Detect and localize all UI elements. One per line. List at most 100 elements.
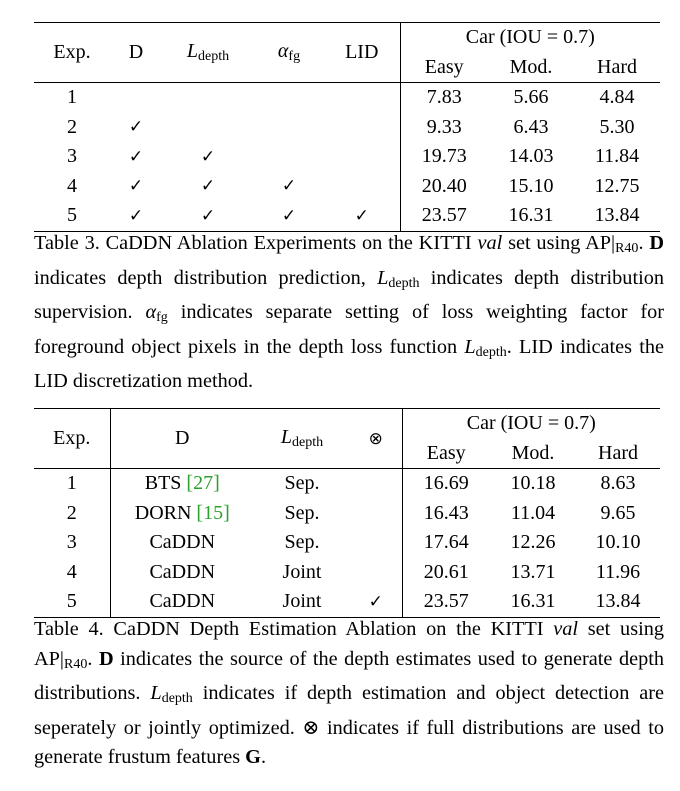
cell-easy: 20.40 bbox=[421, 174, 467, 197]
cell-mod: 16.31 bbox=[488, 201, 574, 232]
col-header-mod: Mod. bbox=[490, 438, 576, 469]
cell-hard: 9.65 bbox=[600, 501, 636, 524]
cell-mod: 6.43 bbox=[513, 115, 549, 138]
col-header-d: D bbox=[110, 408, 254, 469]
cell-ldepth bbox=[162, 83, 254, 113]
cell-exp: 5 bbox=[34, 587, 111, 618]
citation-link[interactable]: [27] bbox=[186, 472, 220, 495]
col-header-ldepth: Ldepth bbox=[162, 22, 254, 83]
cell-otimes bbox=[350, 468, 403, 499]
cell-hard: 13.84 bbox=[576, 587, 660, 618]
cell-d: CaDDN bbox=[149, 531, 216, 554]
cell-d: CaDDN bbox=[149, 560, 216, 583]
cell-easy: 16.69 bbox=[423, 472, 469, 495]
citation-link[interactable]: [15] bbox=[196, 501, 230, 524]
cell-otimes bbox=[350, 528, 403, 558]
col-header-easy: Easy bbox=[400, 52, 488, 83]
cell-ldepth: Sep. bbox=[284, 501, 320, 524]
cell-mod: 12.26 bbox=[510, 531, 556, 554]
cell-hard: 11.96 bbox=[595, 560, 641, 583]
cell-lid bbox=[324, 82, 401, 113]
col-header-easy: Easy bbox=[402, 438, 490, 469]
cell-d: ✓ bbox=[110, 201, 162, 232]
col-group-header-car: Car (IOU = 0.7) bbox=[400, 22, 660, 53]
cell-hard: 8.63 bbox=[600, 472, 636, 495]
table-4: Exp. D Ldepth ⊗ Car (IOU = 0.7) Easy Mod… bbox=[34, 408, 660, 618]
table-row: 2 DORN [15] Sep. 16.43 11.04 9.65 bbox=[34, 498, 660, 528]
cell-lid bbox=[324, 171, 401, 201]
col-group-header-car: Car (IOU = 0.7) bbox=[402, 408, 660, 439]
cell-exp: 2 bbox=[34, 498, 111, 528]
cell-easy: 16.43 bbox=[423, 501, 469, 524]
cell-easy: 23.57 bbox=[402, 587, 490, 618]
col-header-hard: Hard bbox=[576, 438, 660, 469]
cell-otimes bbox=[350, 557, 403, 587]
cell-exp: 3 bbox=[67, 145, 77, 168]
cell-exp: 4 bbox=[34, 557, 111, 587]
cell-hard: 5.30 bbox=[599, 115, 635, 138]
cell-ldepth: Sep. bbox=[284, 472, 320, 495]
cell-lid: ✓ bbox=[324, 201, 401, 232]
col-header-d: D bbox=[110, 22, 162, 83]
cell-hard: 10.10 bbox=[595, 531, 641, 554]
cell-d: ✓ bbox=[128, 176, 144, 197]
table-row: 3 ✓ ✓ 19.73 14.03 11.84 bbox=[34, 142, 660, 172]
cell-alpha: ✓ bbox=[254, 201, 324, 232]
table-4-header-row-1: Exp. D Ldepth ⊗ Car (IOU = 0.7) bbox=[34, 408, 660, 469]
cell-mod: 10.18 bbox=[510, 472, 556, 495]
table-row: 1 BTS [27] Sep. 16.69 10.18 8.63 bbox=[34, 468, 660, 499]
cell-exp: 5 bbox=[34, 201, 110, 232]
cell-exp: 1 bbox=[67, 86, 77, 109]
table-row: 1 7.83 5.66 4.84 bbox=[34, 82, 660, 113]
cell-lid bbox=[324, 142, 401, 172]
cell-ldepth bbox=[162, 113, 254, 143]
cell-mod: 13.71 bbox=[510, 560, 556, 583]
table-row: 3 CaDDN Sep. 17.64 12.26 10.10 bbox=[34, 528, 660, 558]
cell-otimes bbox=[350, 498, 403, 528]
cell-otimes: ✓ bbox=[350, 587, 403, 618]
col-header-exp: Exp. bbox=[34, 22, 110, 83]
cell-hard: 13.84 bbox=[574, 201, 660, 232]
col-header-hard: Hard bbox=[574, 52, 660, 83]
cell-exp: 2 bbox=[67, 115, 77, 138]
cell-ldepth: ✓ bbox=[200, 176, 216, 197]
col-header-lid: LID bbox=[324, 22, 401, 83]
cell-d: CaDDN bbox=[110, 587, 254, 618]
table-row: 4 ✓ ✓ ✓ 20.40 15.10 12.75 bbox=[34, 171, 660, 201]
col-header-otimes: ⊗ bbox=[350, 408, 403, 469]
cell-ldepth: Joint bbox=[282, 560, 322, 583]
cell-ldepth: Joint bbox=[254, 587, 350, 618]
cell-alpha bbox=[254, 142, 324, 172]
table-row: 5 ✓ ✓ ✓ ✓ 23.57 16.31 13.84 bbox=[34, 201, 660, 232]
table-3: Exp. D Ldepth αfg LID Car (IOU = 0.7) Ea… bbox=[34, 22, 660, 232]
cell-mod: 5.66 bbox=[513, 86, 549, 109]
table-3-header-row-2: Easy Mod. Hard bbox=[34, 52, 660, 83]
table-4-header-row-2: Easy Mod. Hard bbox=[34, 438, 660, 469]
table-3-header-row-1: Exp. D Ldepth αfg LID Car (IOU = 0.7) bbox=[34, 22, 660, 83]
cell-alpha bbox=[254, 83, 324, 113]
cell-easy: 20.61 bbox=[423, 560, 469, 583]
cell-d: DORN [15] bbox=[134, 501, 230, 524]
cell-hard: 12.75 bbox=[594, 174, 640, 197]
cell-exp: 4 bbox=[67, 174, 77, 197]
col-header-mod: Mod. bbox=[488, 52, 574, 83]
cell-alpha bbox=[254, 113, 324, 143]
col-header-exp: Exp. bbox=[34, 408, 111, 469]
cell-exp: 3 bbox=[34, 528, 111, 558]
cell-easy: 7.83 bbox=[426, 86, 462, 109]
col-header-alpha-fg: αfg bbox=[254, 22, 324, 83]
table-row: 2 ✓ 9.33 6.43 5.30 bbox=[34, 112, 660, 143]
cell-mod: 11.04 bbox=[510, 501, 556, 524]
cell-ldepth: ✓ bbox=[200, 146, 216, 167]
cell-d: ✓ bbox=[128, 117, 144, 138]
cell-alpha: ✓ bbox=[281, 176, 297, 197]
cell-easy: 9.33 bbox=[426, 115, 462, 138]
cell-easy: 23.57 bbox=[400, 201, 488, 232]
cell-exp: 1 bbox=[34, 468, 111, 499]
cell-ldepth: ✓ bbox=[162, 201, 254, 232]
table-row: 5 CaDDN Joint ✓ 23.57 16.31 13.84 bbox=[34, 587, 660, 618]
cell-d: BTS [27] bbox=[144, 472, 220, 495]
cell-mod: 15.10 bbox=[508, 174, 554, 197]
table-row: 4 CaDDN Joint 20.61 13.71 11.96 bbox=[34, 557, 660, 587]
cell-d bbox=[110, 83, 162, 113]
